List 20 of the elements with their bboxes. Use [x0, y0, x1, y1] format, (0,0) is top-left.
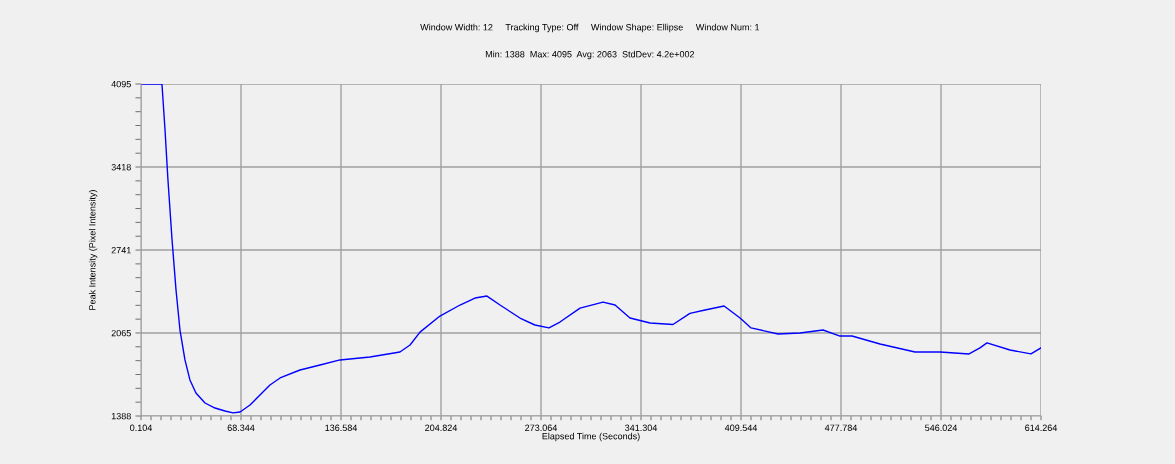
y-tick-label: 3418 — [111, 164, 131, 171]
x-tick-label: 341.304 — [625, 424, 658, 431]
y-tick-label: 2741 — [111, 247, 131, 254]
y-tick-label: 2065 — [111, 329, 131, 337]
line-series — [141, 84, 1041, 414]
x-tick-label: 273.064 — [525, 424, 558, 431]
y-tick-label: 1388 — [111, 412, 131, 420]
x-tick-label: 477.784 — [824, 424, 858, 431]
x-tick-label: 614.264 — [1025, 424, 1058, 431]
x-tick-label: 409.544 — [724, 424, 758, 431]
chart-subtitle: Min: 1388 Max: 4095 Avg: 2063 StdDev: 4.2e+002 — [485, 50, 695, 60]
x-axis-title: Elapsed Time (Seconds) — [542, 432, 640, 442]
y-tick-label: 4095 — [111, 80, 131, 88]
x-tick-label: 0.104 — [130, 424, 153, 431]
y-axis-title: Peak Intensity (Pixel Intensity) — [88, 190, 98, 310]
x-tick-label: 136.584 — [325, 424, 358, 431]
x-tick-label: 546.024 — [925, 424, 958, 431]
x-tick-label: 68.344 — [227, 424, 255, 431]
x-tick-label: 204.824 — [425, 424, 458, 431]
chart-title: Window Width: 12 Tracking Type: Off Window Shape: Ellipse Window Num: 1 — [420, 23, 760, 33]
